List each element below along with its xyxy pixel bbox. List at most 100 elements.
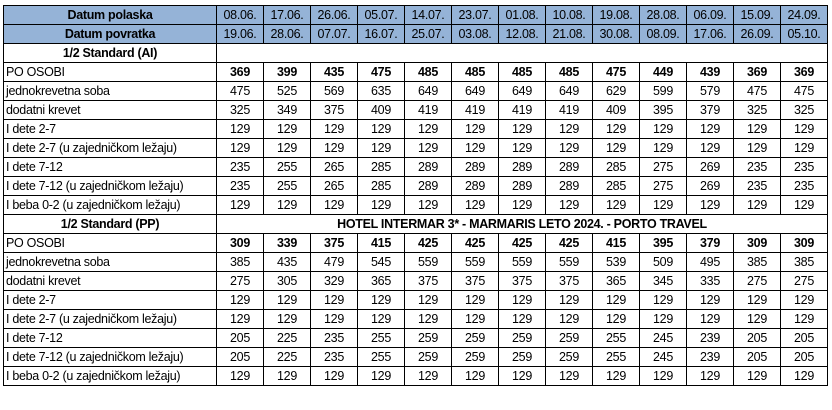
table-row: PO OSOBI 369 399 435 475 485 485 485 485 475 449 43… <box>3 62 828 82</box>
table-row: jednokrevetna soba 475 525 569 635 649 649 649 6… <box>3 81 828 101</box>
price-cell: 129 <box>263 309 311 329</box>
table-row: PO OSOBI 309 339 375 415 425 425 425 425 415 395 37… <box>3 233 828 253</box>
price-cell: 265 <box>310 157 358 177</box>
row-label: PO OSOBI <box>3 233 217 253</box>
price-cell: 395 <box>639 233 687 253</box>
date-cell: 25.07. <box>404 24 452 44</box>
price-cell: 129 <box>263 195 311 215</box>
price-cell: 129 <box>216 290 264 310</box>
price-cell: 649 <box>404 81 452 101</box>
price-cell: 129 <box>451 290 499 310</box>
price-cell: 129 <box>498 366 546 386</box>
price-cell: 415 <box>592 233 640 253</box>
table-row: I dete 2-7 (u zajedničkom ležaju) 129 129 1… <box>3 309 828 329</box>
date-cell: 26.06. <box>310 5 358 25</box>
price-cell: 325 <box>733 100 781 120</box>
row-label: Datum polaska <box>3 5 217 25</box>
price-cell: 409 <box>357 100 405 120</box>
price-cell: 129 <box>780 290 828 310</box>
section-name: 1/2 Standard (PP) <box>3 214 217 234</box>
table-row: dodatni krevet 275 305 329 365 375 375 375 375 36… <box>3 271 828 291</box>
price-cell: 129 <box>545 119 593 139</box>
price-cell: 475 <box>780 81 828 101</box>
price-cell: 129 <box>498 195 546 215</box>
price-cell: 325 <box>216 100 264 120</box>
section-header-row: 1/2 Standard (PP) HOTEL INTERMAR 3* - MAR… <box>3 214 828 234</box>
price-cell: 129 <box>545 366 593 386</box>
section-title <box>216 43 828 63</box>
price-cell: 425 <box>404 233 452 253</box>
price-cell: 129 <box>263 138 311 158</box>
price-cell: 235 <box>780 176 828 196</box>
price-cell: 129 <box>592 366 640 386</box>
price-cell: 129 <box>451 195 499 215</box>
price-cell: 289 <box>545 176 593 196</box>
price-cell: 129 <box>780 195 828 215</box>
table-row: I dete 7-12 (u zajedničkom ležaju) 235 255… <box>3 176 828 196</box>
price-cell: 259 <box>498 347 546 367</box>
price-cell: 275 <box>733 271 781 291</box>
price-cell: 569 <box>310 81 358 101</box>
price-cell: 385 <box>216 252 264 272</box>
date-cell: 08.06. <box>216 5 264 25</box>
price-cell: 129 <box>639 309 687 329</box>
price-cell: 375 <box>310 100 358 120</box>
price-cell: 129 <box>686 119 734 139</box>
price-cell: 129 <box>498 138 546 158</box>
price-cell: 129 <box>263 366 311 386</box>
price-cell: 129 <box>404 366 452 386</box>
price-cell: 559 <box>498 252 546 272</box>
row-label: I dete 2-7 (u zajedničkom ležaju) <box>3 309 217 329</box>
date-cell: 14.07. <box>404 5 452 25</box>
price-cell: 129 <box>451 309 499 329</box>
price-cell: 349 <box>263 100 311 120</box>
price-cell: 419 <box>404 100 452 120</box>
row-label: I dete 7-12 (u zajedničkom ležaju) <box>3 347 217 367</box>
row-label: I dete 7-12 <box>3 328 217 348</box>
table-row: I beba 0-2 (u zajedničkom ležaju) 129 129 1… <box>3 366 828 386</box>
price-cell: 475 <box>592 62 640 82</box>
price-cell: 129 <box>310 119 358 139</box>
price-cell: 129 <box>310 290 358 310</box>
price-cell: 375 <box>451 271 499 291</box>
table-row: I beba 0-2 (u zajedničkom ležaju) 129 129 1… <box>3 195 828 215</box>
price-cell: 239 <box>686 347 734 367</box>
row-label: dodatni krevet <box>3 271 217 291</box>
price-cell: 255 <box>592 328 640 348</box>
date-cell: 08.09. <box>639 24 687 44</box>
price-cell: 129 <box>545 309 593 329</box>
price-cell: 255 <box>592 347 640 367</box>
price-cell: 275 <box>216 271 264 291</box>
price-cell: 129 <box>780 309 828 329</box>
price-cell: 365 <box>357 271 405 291</box>
price-cell: 129 <box>498 119 546 139</box>
price-cell: 129 <box>780 138 828 158</box>
date-cell: 17.06. <box>263 5 311 25</box>
price-cell: 559 <box>404 252 452 272</box>
price-cell: 129 <box>310 309 358 329</box>
price-cell: 129 <box>216 138 264 158</box>
price-cell: 325 <box>780 100 828 120</box>
date-cell: 10.08. <box>545 5 593 25</box>
table-row: I dete 7-12 235 255 265 285 289 289 289 289 285 27… <box>3 157 828 177</box>
price-cell: 369 <box>733 62 781 82</box>
row-label: dodatni krevet <box>3 100 217 120</box>
price-cell: 129 <box>733 119 781 139</box>
price-cell: 409 <box>592 100 640 120</box>
price-cell: 129 <box>592 195 640 215</box>
price-cell: 479 <box>310 252 358 272</box>
price-cell: 269 <box>686 176 734 196</box>
date-cell: 12.08. <box>498 24 546 44</box>
price-cell: 129 <box>639 366 687 386</box>
row-label: PO OSOBI <box>3 62 217 82</box>
price-cell: 129 <box>639 119 687 139</box>
price-cell: 239 <box>686 328 734 348</box>
price-cell: 129 <box>498 309 546 329</box>
price-cell: 259 <box>545 347 593 367</box>
price-cell: 255 <box>357 347 405 367</box>
price-cell: 259 <box>404 347 452 367</box>
price-cell: 649 <box>498 81 546 101</box>
price-cell: 289 <box>451 176 499 196</box>
price-cell: 255 <box>263 176 311 196</box>
price-cell: 635 <box>357 81 405 101</box>
